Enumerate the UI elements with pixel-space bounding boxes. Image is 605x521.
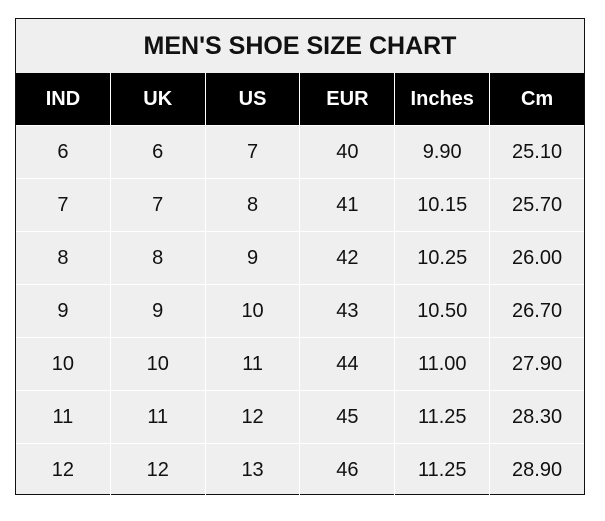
table-cell: 6 [111, 126, 206, 178]
table-cell: 8 [111, 232, 206, 284]
table-row: 10 10 11 44 11.00 27.90 [16, 337, 584, 390]
column-header-eur: EUR [300, 73, 396, 125]
table-row: 11 11 12 45 11.25 28.30 [16, 390, 584, 443]
table-cell: 11 [16, 391, 111, 443]
table-cell: 46 [300, 444, 396, 496]
table-cell: 11.25 [395, 391, 491, 443]
table-cell: 43 [300, 285, 396, 337]
table-cell: 40 [300, 126, 396, 178]
table-cell: 8 [206, 179, 301, 231]
table-cell: 13 [206, 444, 301, 496]
table-cell: 28.30 [512, 405, 563, 428]
table-cell: 45 [300, 391, 396, 443]
table-cell: 28.90 [512, 458, 563, 481]
column-header-inches: Inches [395, 73, 491, 125]
table-cell: 11.00 [395, 338, 491, 390]
table-cell: 10.15 [395, 179, 491, 231]
table-body: 6 6 7 40 9.90 25.10 7 7 8 41 10.15 25.70 8 8 9 42 10.25 2… [16, 125, 584, 496]
table-cell: 10.50 [395, 285, 491, 337]
table-cell: 11.25 [395, 444, 491, 496]
table-row: 9 9 10 43 10.50 26.70 [16, 284, 584, 337]
column-header-ind: IND [16, 73, 111, 125]
table-cell: 6 [16, 126, 111, 178]
table-cell: 8 [16, 232, 111, 284]
table-cell: 25.70 [512, 193, 563, 216]
column-header-cm: Cm [520, 87, 554, 110]
table-cell: 44 [300, 338, 396, 390]
table-title: MEN'S SHOE SIZE CHART [16, 19, 584, 73]
table-cell: 26.00 [512, 246, 563, 269]
size-chart-table: MEN'S SHOE SIZE CHART IND UK US EUR Inches Cm… [15, 18, 585, 496]
table-cell: 7 [111, 179, 206, 231]
table-cell: 12 [206, 391, 301, 443]
table-cell: 10 [206, 285, 301, 337]
table-cell: 25.10 [512, 140, 563, 163]
table-cell: 9.90 [395, 126, 491, 178]
table-cell: 9 [206, 232, 301, 284]
table-cell: 10.25 [395, 232, 491, 284]
table-row: 6 6 7 40 9.90 25.10 [16, 125, 584, 178]
header-row: IND UK US EUR Inches Cm [16, 73, 584, 125]
table-cell: 12 [111, 444, 206, 496]
table-cell: 7 [16, 179, 111, 231]
column-header-uk: UK [111, 73, 206, 125]
table-cell: 12 [16, 444, 111, 496]
table-cell: 7 [206, 126, 301, 178]
table-cell: 10 [111, 338, 206, 390]
table-cell: 11 [206, 338, 301, 390]
table-row: 12 12 13 46 11.25 28.90 [16, 443, 584, 496]
table-cell: 10 [16, 338, 111, 390]
column-header-us: US [206, 73, 301, 125]
table-cell: 11 [111, 391, 206, 443]
table-cell: 9 [111, 285, 206, 337]
table-row: 8 8 9 42 10.25 26.00 [16, 231, 584, 284]
table-cell: 27.90 [512, 352, 563, 375]
table-row: 7 7 8 41 10.15 25.70 [16, 178, 584, 231]
table-cell: 41 [300, 179, 396, 231]
table-cell: 42 [300, 232, 396, 284]
table-cell: 26.70 [512, 299, 563, 322]
table-cell: 9 [16, 285, 111, 337]
